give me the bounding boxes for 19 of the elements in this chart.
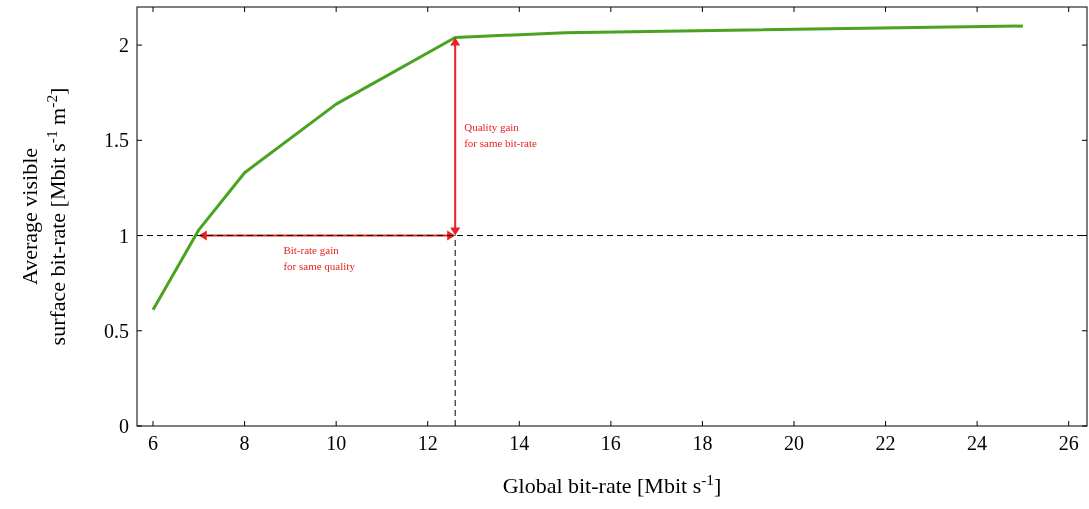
y-tick-label: 0.5 <box>104 319 129 342</box>
x-tick-label: 10 <box>326 432 347 454</box>
x-tick-label: 8 <box>239 432 250 454</box>
x-tick-label: 26 <box>1058 432 1079 454</box>
x-tick-label: 14 <box>509 432 530 454</box>
x-axis-title: Global bit-rate [Mbit s$^{-1}$] <box>502 470 722 498</box>
annotation: Bit-rate gain for same quality <box>283 243 356 272</box>
x-tick-label: 20 <box>783 432 804 454</box>
y-tick-label: 0 <box>119 415 129 437</box>
x-tick-label: 6 <box>148 432 159 454</box>
y-tick-label: 1.5 <box>104 129 129 152</box>
x-tick-label: 22 <box>875 432 896 454</box>
x-tick-label: 16 <box>600 432 621 454</box>
x-tick-label: 24 <box>967 432 988 454</box>
annotation: Quality gain for same bit-rate <box>464 120 537 149</box>
y-tick-label: 2 <box>119 34 129 57</box>
x-tick-label: 12 <box>417 432 438 454</box>
y-tick-label: 1 <box>119 224 129 247</box>
x-tick-label: 18 <box>692 432 713 454</box>
